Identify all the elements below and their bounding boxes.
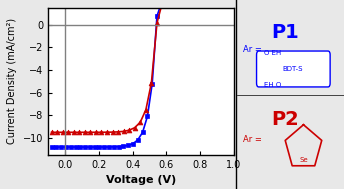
Text: O EH: O EH xyxy=(264,50,281,56)
Text: BDT-S: BDT-S xyxy=(282,66,303,72)
Text: Ar =: Ar = xyxy=(243,45,261,54)
Text: P2: P2 xyxy=(271,110,299,129)
Text: P1: P1 xyxy=(271,23,299,42)
Text: EH O: EH O xyxy=(264,82,281,88)
Text: Ar =: Ar = xyxy=(243,135,261,144)
FancyBboxPatch shape xyxy=(257,51,330,87)
Text: Se: Se xyxy=(299,157,308,163)
Y-axis label: Current Density (mA/cm²): Current Density (mA/cm²) xyxy=(7,18,17,144)
X-axis label: Voltage (V): Voltage (V) xyxy=(106,175,176,185)
